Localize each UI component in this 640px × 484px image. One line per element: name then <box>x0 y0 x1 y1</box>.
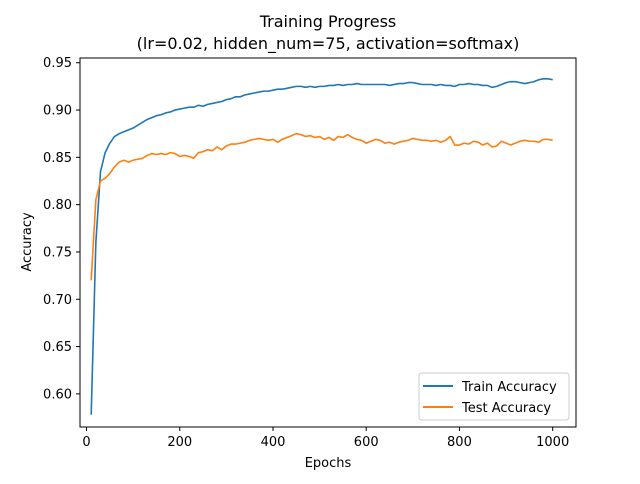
x-tick-label: 200 <box>167 435 192 450</box>
x-axis-label: Epochs <box>305 456 352 471</box>
y-tick-label: 0.75 <box>43 245 72 260</box>
series-line-train-accuracy <box>90 78 553 415</box>
y-tick-label: 0.60 <box>43 387 72 402</box>
y-tick-label: 0.80 <box>43 198 72 213</box>
y-tick-label: 0.85 <box>43 151 72 166</box>
y-tick-label: 0.70 <box>43 293 72 308</box>
legend-box <box>418 372 570 421</box>
y-tick-label: 0.90 <box>43 104 72 119</box>
chart-subtitle: (lr=0.02, hidden_num=75, activation=soft… <box>137 34 520 54</box>
x-tick-label: 1000 <box>536 435 569 450</box>
plot-frame <box>79 57 577 428</box>
legend-label-test: Test Accuracy <box>461 401 551 416</box>
x-axis: 0 200 400 600 800 1000 <box>82 427 569 450</box>
plot-lines <box>90 78 553 415</box>
legend-label-train: Train Accuracy <box>461 380 557 395</box>
x-tick-label: 800 <box>447 435 472 450</box>
y-tick-label: 0.65 <box>43 340 72 355</box>
y-axis-label: Accuracy <box>20 212 35 272</box>
x-tick-label: 0 <box>82 435 90 450</box>
x-tick-label: 600 <box>354 435 379 450</box>
y-axis: 0.60 0.65 0.70 0.75 0.80 0.85 0.90 0.95 <box>43 56 80 402</box>
x-tick-label: 400 <box>261 435 286 450</box>
legend: Train Accuracy Test Accuracy <box>418 372 570 421</box>
y-tick-label: 0.95 <box>43 56 72 71</box>
chart-title: Training Progress <box>259 12 397 31</box>
series-line-test-accuracy <box>90 132 553 281</box>
